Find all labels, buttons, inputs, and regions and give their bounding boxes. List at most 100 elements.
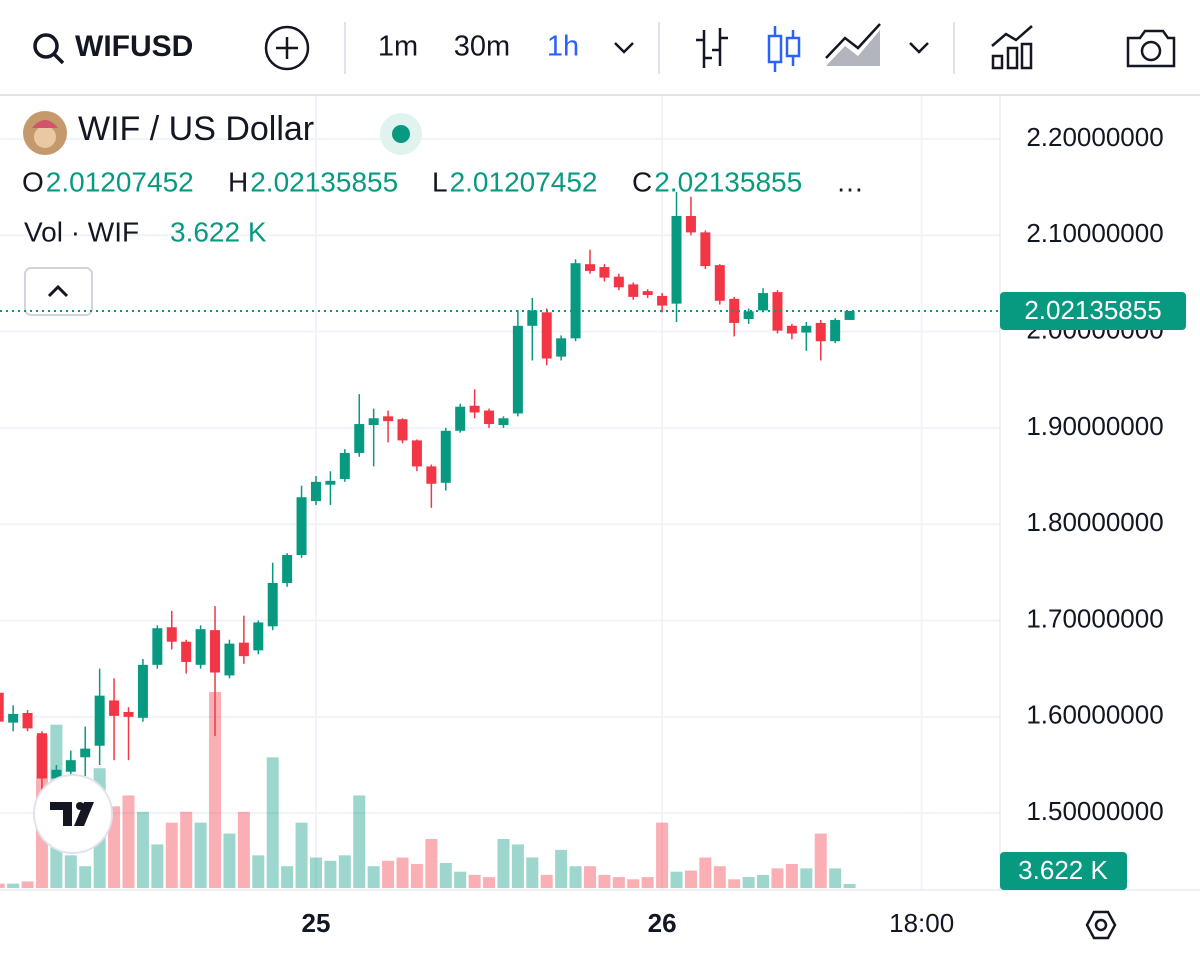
candle-body [325,480,336,485]
price-badge-label: 2.02135855 [1024,295,1161,325]
volume-value: 3.622 K [170,216,267,247]
candle-body [166,627,177,642]
volume-bar [843,884,856,888]
candle-body [599,267,610,278]
volume-bar [396,857,409,888]
volume-bar [309,857,322,888]
ohlc-value: 2.01207452 [46,166,194,197]
search-icon[interactable] [33,33,59,59]
volume-bar [338,855,351,888]
volume-bar [800,868,813,888]
volume-bar [223,833,236,888]
legend-more: … [836,166,864,197]
candle-body [584,264,595,271]
candle-body [8,713,19,723]
candle-body [109,700,120,716]
candles-icon[interactable] [767,26,801,72]
volume-bar [151,844,164,888]
candle-body [527,310,538,326]
candle-body [282,555,293,583]
volume-bar [252,855,265,888]
volume-bar [526,857,539,888]
toolbar: WIFUSD 1m 30m 1h [0,22,1200,96]
volume-bar [468,874,481,888]
volume-bar [814,833,827,888]
price-badge [1000,292,1186,331]
volume-bar [713,866,726,888]
volume-bar [829,868,842,888]
volume-bar [194,822,207,888]
interval-active[interactable]: 1h [547,31,579,63]
candle-body [267,582,278,627]
candle-body [94,695,105,746]
y-tick-label: 1.70000000 [1026,603,1163,633]
volume-bar [728,879,741,888]
volume-bar [641,877,654,888]
add-button[interactable] [264,25,310,71]
collapse-button[interactable] [24,267,93,316]
volume-bar [670,871,683,888]
candle-body [786,325,797,334]
candle-body [498,418,509,426]
y-tick-label: 1.60000000 [1026,700,1163,730]
screenshot-button[interactable] [1126,29,1176,68]
volume-bar [785,864,798,888]
candle-body [700,232,711,267]
candle-body [815,322,826,342]
candle-body [368,418,379,426]
volume-bar [165,822,178,888]
x-tick-label: 25 [302,908,331,938]
ohlc-value: 2.02135855 [250,166,398,197]
volume-bar [108,806,121,888]
indicators-icon[interactable] [991,25,1033,70]
volume-badge-label: 3.622 K [1018,855,1108,885]
candle-body [426,466,437,484]
candle-body [411,440,422,467]
candle-body [296,497,307,556]
volume-bar [555,849,568,888]
area-icon[interactable] [825,23,881,66]
candle-body [65,760,76,772]
volume-bar [353,795,366,888]
candle-body [80,748,91,758]
candle-body [383,416,394,422]
volume-bar [237,811,250,888]
candle-body [772,292,783,331]
volume-bar [21,881,34,888]
symbol[interactable]: WIFUSD [75,30,193,63]
candle-body [758,293,769,311]
interval[interactable]: 1m [378,31,418,63]
candle-body [685,216,696,233]
candle-body [310,481,321,502]
y-tick-label: 2.10000000 [1026,218,1163,248]
candle-body [123,712,134,717]
volume-bar [656,822,669,888]
y-tick-label: 1.90000000 [1026,411,1163,441]
volume-bar [454,871,467,888]
y-tick-label: 1.50000000 [1026,796,1163,826]
interval[interactable]: 30m [454,31,510,63]
ohlc-value: 2.02135855 [654,166,802,197]
settings-button[interactable] [1085,910,1117,940]
candle-body [801,325,812,333]
candle-body [152,628,163,665]
volume-bar [684,870,697,888]
volume-bar [627,879,640,888]
chart-type-dropdown[interactable] [909,42,929,54]
volume-bar [771,868,784,888]
volume-bar [425,839,438,888]
interval-dropdown[interactable] [614,42,634,54]
volume-bar [439,862,452,888]
candle-body [570,263,581,339]
candle-body [628,284,639,297]
ohlc-label: H [228,166,248,197]
candle-body [210,630,221,673]
bars-icon[interactable] [696,28,728,68]
candle-body [455,406,466,431]
volume-bar [483,877,496,888]
tradingview-logo[interactable] [33,774,113,854]
candle-body [137,664,148,718]
candle-body [469,405,480,413]
ohlc-value: 2.01207452 [450,166,598,197]
candle-body [339,452,350,479]
